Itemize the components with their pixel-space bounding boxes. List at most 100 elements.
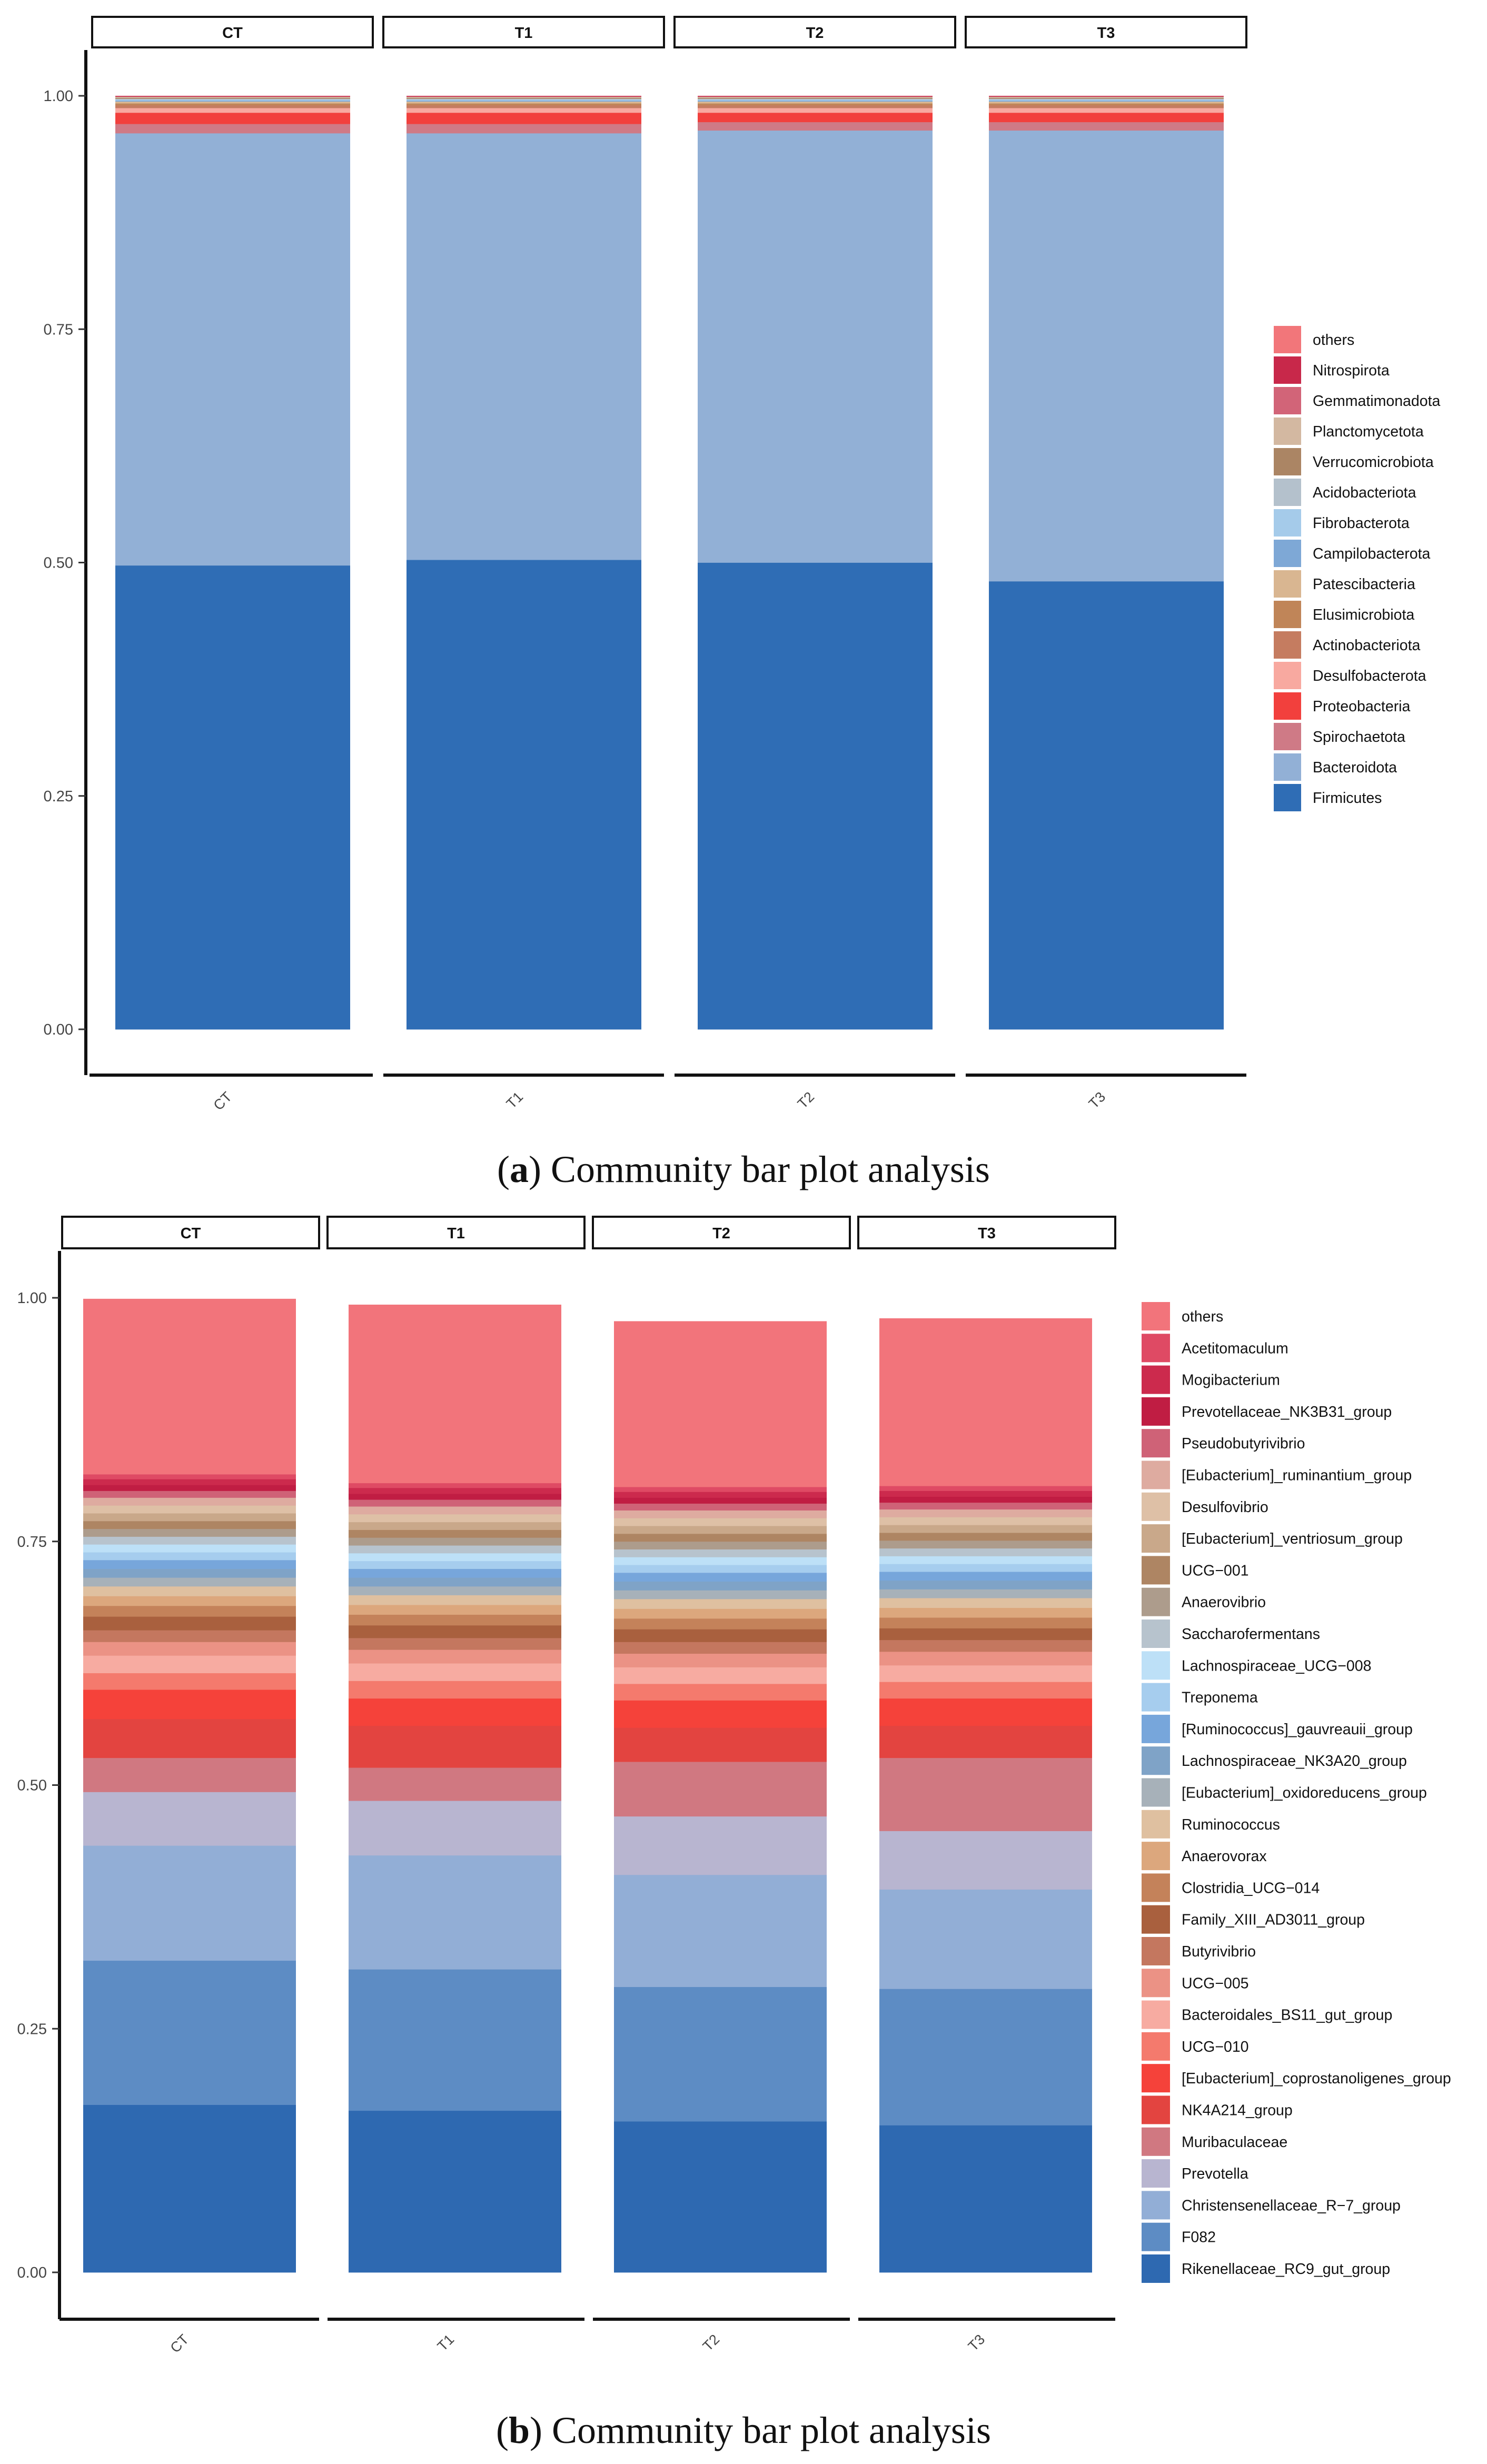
panel-a-legend-label-4: Verrucomicrobiota <box>1313 454 1434 471</box>
panel-b-legend-key-19 <box>1142 1905 1170 1934</box>
panel-a-legend-label-7: Campilobacterota <box>1313 545 1431 562</box>
panel-b-legend-label-17: Anaerovorax <box>1182 1848 1267 1865</box>
panel-b-bar-segment-t3-7 <box>879 1682 1092 1699</box>
panel-b-bar-segment-t2-20 <box>614 1549 827 1557</box>
panel-a-facet-label-ct: CT <box>222 25 243 42</box>
panel-b-legend-label-23: UCG−010 <box>1182 2039 1249 2055</box>
panel-b-legend-label-24: [Eubacterium]_coprostanoligenes_group <box>1182 2070 1451 2087</box>
panel-b-legend-key-25 <box>1142 2095 1170 2124</box>
panel-b-legend-label-30: Rikenellaceae_RC9_gut_group <box>1182 2261 1390 2278</box>
panel-b-legend-key-23 <box>1142 2032 1170 2061</box>
panel-a-legend-key-7 <box>1274 540 1301 567</box>
panel-b-legend-key-17 <box>1142 1842 1170 1871</box>
panel-b-bar-segment-t1-6 <box>349 1698 561 1726</box>
panel-a-chart: CT T1 T2 T3 CT T1 T2 T3 0.00 0.25 0.50 0.75 1.00 othe… <box>44 16 1441 1190</box>
panel-b-bar-segment-ct-4 <box>83 1757 296 1792</box>
panel-b-caption-label: b <box>509 2409 530 2451</box>
panel-a-bar-segment-ct-3 <box>115 112 350 124</box>
panel-b-legend-label-16: Ruminococcus <box>1182 1816 1280 1833</box>
panel-a-bar-segment-ct-9 <box>115 100 350 101</box>
panel-b-bar-segment-t3-9 <box>879 1651 1092 1666</box>
panel-a-bar-segment-t1-1 <box>407 133 641 560</box>
panel-a-legend-label-14: Bacteroidota <box>1313 759 1397 776</box>
panel-b-bar-segment-t3-3 <box>879 1831 1092 1890</box>
panel-b-bar-segment-t1-27 <box>349 1494 561 1500</box>
panel-a-facet-strip-ct <box>91 16 374 48</box>
panel-b-bar-segment-t3-19 <box>879 1556 1092 1564</box>
panel-b-bar-segment-t3-17 <box>879 1572 1092 1581</box>
panel-b-bar-segment-t1-11 <box>349 1625 561 1638</box>
panel-b-facet-strip-t1 <box>326 1216 586 1249</box>
panel-b-legend-label-12: Treponema <box>1182 1690 1258 1706</box>
panel-a-y-tick-label-4: 1.00 <box>44 88 73 105</box>
panel-b-bar-segment-t1-4 <box>349 1767 561 1801</box>
panel-b-bar-segment-t2-27 <box>614 1497 827 1504</box>
panel-b-bar-segment-ct-16 <box>83 1568 296 1578</box>
panel-b-y-tick-label-0: 0.00 <box>17 2264 47 2281</box>
panel-b-bar-segment-t1-20 <box>349 1545 561 1554</box>
panel-b-bar-segment-t1-15 <box>349 1586 561 1595</box>
panel-b-bar-segment-ct-10 <box>83 1630 296 1642</box>
panel-b-bar-segment-t1-5 <box>349 1725 561 1768</box>
panel-b-bar-segment-ct-26 <box>83 1491 296 1498</box>
panel-a-legend-key-6 <box>1274 509 1301 536</box>
panel-a-x-tick-label-t3: T3 <box>1086 1089 1108 1111</box>
panel-a-bar-segment-ct-1 <box>115 133 350 566</box>
panel-b-bar-segment-t2-18 <box>614 1565 827 1573</box>
panel-b-legend-key-16 <box>1142 1810 1170 1839</box>
panel-a-legend-label-10: Actinobacteriota <box>1313 637 1421 654</box>
panel-b-legend-label-18: Clostridia_UCG−014 <box>1182 1880 1320 1896</box>
panel-b-bar-segment-ct-9 <box>83 1642 296 1656</box>
panel-b-bar-segment-t2-13 <box>614 1608 827 1619</box>
panel-b-legend-label-8: UCG−001 <box>1182 1562 1249 1579</box>
panel-b-bar-segment-t3-21 <box>879 1540 1092 1549</box>
panel-b-legend-key-15 <box>1142 1778 1170 1807</box>
panel-b-bar-segment-t1-24 <box>349 1514 561 1523</box>
panel-a-bar-segment-t1-2 <box>407 124 641 134</box>
panel-a-bar-segment-ct-5 <box>115 105 350 108</box>
panel-a-facet-strip-t2 <box>673 16 956 48</box>
panel-b-bar-segment-ct-13 <box>83 1596 296 1606</box>
panel-b-bar-segment-t2-30 <box>614 1321 827 1487</box>
panel-b-bar-segment-t3-2 <box>879 1889 1092 1989</box>
panel-b-bar-segment-t3-25 <box>879 1509 1092 1517</box>
panel-a-legend-label-12: Proteobacteria <box>1313 698 1411 715</box>
panel-b-legend-key-0 <box>1142 1302 1170 1330</box>
panel-b-legend-key-3 <box>1142 1397 1170 1426</box>
panel-b-legend-key-20 <box>1142 1937 1170 1965</box>
panel-a-bar-segment-t1-5 <box>407 105 641 108</box>
panel-b-legend-label-0: others <box>1182 1308 1223 1325</box>
panel-a-legend-label-5: Acidobacteriota <box>1313 484 1416 501</box>
panel-a-bar-segment-t3-9 <box>989 100 1224 101</box>
panel-a-caption-text: Community bar plot analysis <box>541 1148 990 1190</box>
panel-b-bar-segment-ct-22 <box>83 1521 296 1529</box>
panel-b-bar-segment-ct-23 <box>83 1513 296 1522</box>
panel-b-legend-key-1 <box>1142 1334 1170 1363</box>
panel-a-bar-segment-t3-2 <box>989 122 1224 131</box>
panel-b-x-tick-label-t2: T2 <box>700 2331 722 2354</box>
panel-b-x-tick-label-ct: CT <box>167 2331 192 2356</box>
panel-b-bar-segment-t1-18 <box>349 1561 561 1569</box>
panel-b-legend-label-2: Mogibacterium <box>1182 1372 1280 1389</box>
panel-b-bar-segment-t3-26 <box>879 1502 1092 1510</box>
panel-a-bar-segment-t3-13 <box>989 96 1224 97</box>
panel-b-bar-segment-t3-1 <box>879 1989 1092 2125</box>
panel-b-bar-segment-t2-29 <box>614 1487 827 1492</box>
panel-b-bar-segment-ct-17 <box>83 1559 296 1569</box>
panel-b-bar-segment-t1-3 <box>349 1801 561 1856</box>
panel-a-legend-key-10 <box>1274 631 1301 659</box>
panel-b-bar-segment-ct-15 <box>83 1577 296 1587</box>
panel-a-bar-segment-t2-4 <box>698 108 933 113</box>
panel-b-bar-segment-ct-2 <box>83 1845 296 1961</box>
panel-b-bar-segment-t2-25 <box>614 1510 827 1518</box>
panel-a-bar-segment-t2-3 <box>698 112 933 123</box>
panel-a-y-tick-label-0: 0.00 <box>44 1021 73 1038</box>
panel-a-bar-segment-t3-10 <box>989 98 1224 100</box>
panel-b-legend-label-6: Desulfovibrio <box>1182 1499 1268 1516</box>
panel-a-bar-segment-t1-3 <box>407 112 641 124</box>
panel-b-bar-segment-t3-20 <box>879 1548 1092 1556</box>
panel-a-bar-segment-ct-6 <box>115 103 350 106</box>
panel-b-legend-label-7: [Eubacterium]_ventriosum_group <box>1182 1531 1403 1547</box>
panel-a-legend-key-9 <box>1274 601 1301 628</box>
